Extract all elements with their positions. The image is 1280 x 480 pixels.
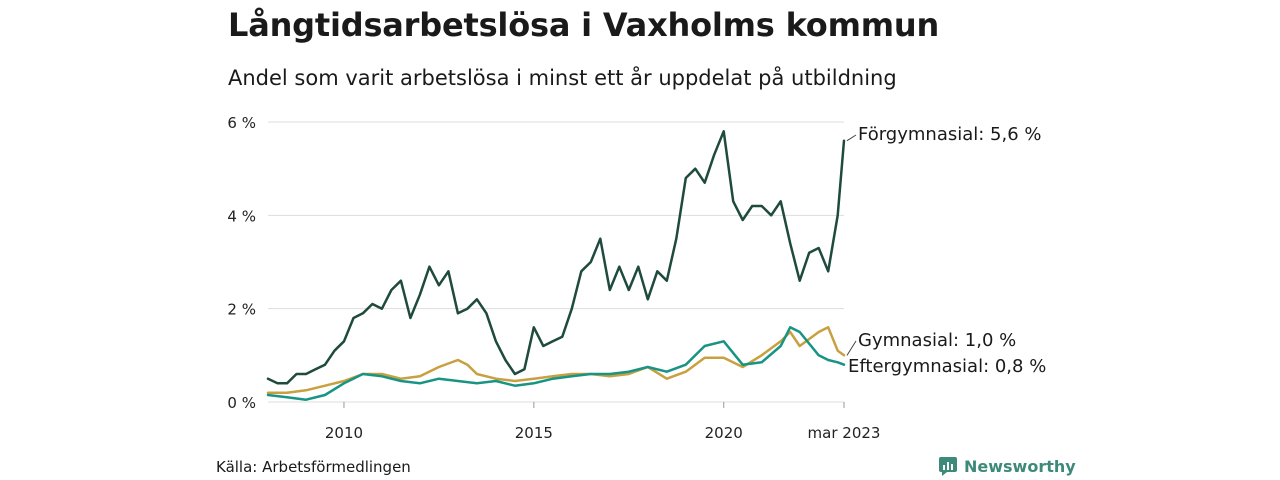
x-axis-ticks: 2010 2015 2020 mar 2023 xyxy=(325,402,881,442)
y-tick-label: 2 % xyxy=(227,301,256,319)
y-tick-label: 4 % xyxy=(227,207,256,225)
series-line-gymnasial xyxy=(266,326,846,394)
end-label-eftergymnasial: Eftergymnasial: 0,8 % xyxy=(848,356,1046,377)
x-tick-label: 2015 xyxy=(515,424,553,442)
grid-lines xyxy=(268,121,844,403)
brand-logo: Newsworthy xyxy=(938,456,1076,476)
x-tick-label: mar 2023 xyxy=(808,424,881,442)
series-lines xyxy=(266,130,846,401)
end-label-förgymnasial: Förgymnasial: 5,6 % xyxy=(858,124,1042,145)
series-line-eftergymnasial xyxy=(266,326,846,401)
chart-title: Långtidsarbetslösa i Vaxholms kommun xyxy=(228,6,940,44)
newsworthy-logo-icon xyxy=(939,457,957,476)
source-note: Källa: Arbetsförmedlingen xyxy=(216,458,411,476)
y-tick-label: 6 % xyxy=(227,114,256,132)
brand-name: Newsworthy xyxy=(964,456,1076,476)
x-tick-label: 2010 xyxy=(325,424,363,442)
series-line-förgymnasial xyxy=(266,130,846,385)
end-label-gymnasial: Gymnasial: 1,0 % xyxy=(858,330,1016,351)
chart-subtitle: Andel som varit arbetslösa i minst ett å… xyxy=(228,66,897,90)
end-label-connector xyxy=(846,134,857,142)
y-axis-ticks: 0 % 2 % 4 % 6 % xyxy=(227,114,256,412)
x-tick-label: 2020 xyxy=(705,424,743,442)
end-labels: Förgymnasial: 5,6 % Gymnasial: 1,0 % Efter… xyxy=(846,124,1046,377)
end-label-connector xyxy=(846,340,857,356)
y-tick-label: 0 % xyxy=(227,394,256,412)
